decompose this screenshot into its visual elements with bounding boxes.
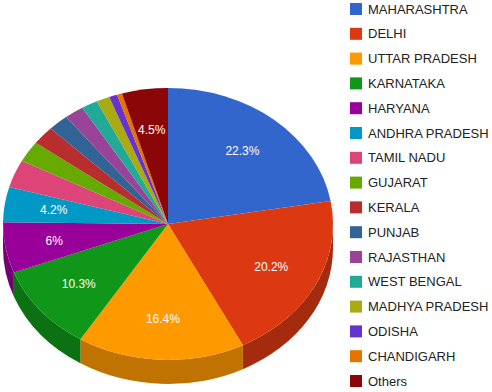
slice (3, 222, 168, 272)
legend-swatch (350, 201, 362, 213)
legend-label: CHANDIGARH (368, 349, 455, 364)
legend-label: MADHYA PRADESH (368, 299, 488, 314)
legend-label: PUNJAB (368, 225, 419, 240)
legend-swatch (350, 325, 362, 337)
legend-label: MAHARASHTRA (368, 2, 468, 17)
data-label: 6% (46, 234, 64, 248)
legend-label: RAJASTHAN (368, 250, 445, 265)
legend: MAHARASHTRA DELHI UTTAR PRADESH KARNATAKA HA… (350, 2, 489, 389)
data-label: 4.2% (40, 203, 68, 217)
legend-swatch (350, 350, 362, 362)
data-label: 4.5% (138, 123, 166, 137)
legend-label: UTTAR PRADESH (368, 51, 477, 66)
legend-swatch (350, 28, 362, 40)
pie-top (3, 88, 333, 360)
legend-label: DELHI (368, 26, 406, 41)
legend-label: GUJARAT (368, 175, 428, 190)
legend-swatch (350, 77, 362, 89)
legend-swatch (350, 177, 362, 189)
chart: 22.3% 20.2% 16.4% 10.3% 6% 4.2% 4.5% MAHARASHTR… (0, 0, 492, 392)
legend-swatch (350, 53, 362, 65)
data-label: 16.4% (146, 312, 180, 326)
legend-label: WEST BENGAL (368, 274, 462, 289)
legend-label: Others (368, 374, 408, 389)
legend-swatch (350, 3, 362, 15)
legend-swatch (350, 127, 362, 139)
legend-label: HARYANA (368, 101, 430, 116)
slice (168, 88, 331, 224)
legend-label: KARNATAKA (368, 76, 445, 91)
legend-label: ODISHA (368, 324, 418, 339)
legend-swatch (350, 375, 362, 387)
legend-swatch (350, 226, 362, 238)
legend-label: TAMIL NADU (368, 150, 445, 165)
legend-swatch (350, 276, 362, 288)
legend-label: ANDHRA PRADESH (368, 126, 489, 141)
data-label: 20.2% (254, 260, 288, 274)
data-label: 10.3% (62, 277, 96, 291)
slice (122, 88, 168, 224)
data-labels: 22.3% 20.2% 16.4% 10.3% 6% 4.2% 4.5% (40, 123, 289, 326)
legend-label: KERALA (368, 200, 420, 215)
legend-swatch (350, 251, 362, 263)
data-label: 22.3% (225, 144, 259, 158)
legend-swatch (350, 152, 362, 164)
pie (3, 88, 333, 384)
legend-swatch (350, 102, 362, 114)
legend-swatch (350, 301, 362, 313)
